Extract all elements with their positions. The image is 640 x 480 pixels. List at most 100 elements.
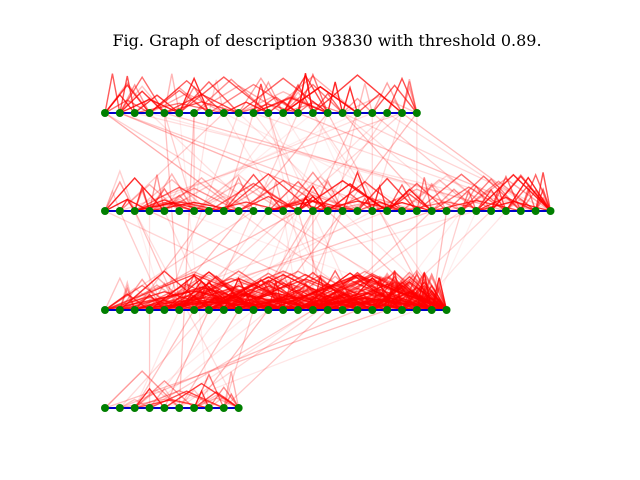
graph-node <box>219 109 228 117</box>
link-edge <box>104 112 269 212</box>
link-edge <box>134 112 536 212</box>
link-edge <box>223 175 255 212</box>
link-edge <box>252 210 314 311</box>
link-edge <box>416 210 507 311</box>
link-edge <box>386 198 403 212</box>
link-edge <box>431 210 448 311</box>
link-edge <box>104 309 388 409</box>
link-edge <box>164 184 254 212</box>
graph-node <box>160 109 169 117</box>
link-edge <box>208 386 240 409</box>
link-edge <box>149 79 225 114</box>
link-edge <box>401 182 462 212</box>
graph-node <box>368 306 377 314</box>
link-edge <box>312 112 373 212</box>
link-edge <box>193 84 284 114</box>
graph-node <box>412 207 421 215</box>
graph-node <box>412 109 421 117</box>
link-edge <box>119 83 151 114</box>
graph-node <box>323 109 332 117</box>
link-edges <box>104 72 552 409</box>
link-edge <box>193 390 240 409</box>
graph-node <box>190 306 199 314</box>
graph-node <box>204 404 213 412</box>
graph-node <box>234 109 243 117</box>
link-edge <box>223 309 255 409</box>
link-edge <box>431 285 448 311</box>
link-edge <box>431 210 477 311</box>
link-edge <box>193 389 210 409</box>
link-edge <box>164 309 418 409</box>
link-edge <box>164 295 299 311</box>
link-edge <box>104 290 225 311</box>
link-edge <box>238 91 329 114</box>
link-edge <box>268 198 343 212</box>
graph-node <box>175 404 184 412</box>
link-edge <box>193 210 373 311</box>
graph-node <box>294 109 303 117</box>
link-edge <box>208 285 329 311</box>
link-edge <box>149 300 284 311</box>
link-edge <box>149 92 225 114</box>
link-edge <box>178 80 240 114</box>
graph-node <box>101 404 109 412</box>
link-edge <box>178 270 299 311</box>
graph-nodes <box>101 109 555 412</box>
link-edge <box>253 96 299 114</box>
link-edge <box>431 297 448 311</box>
link-edge <box>416 182 448 212</box>
link-edge <box>282 86 358 114</box>
link-edge <box>104 210 254 311</box>
link-edge <box>327 180 403 212</box>
link-edge <box>119 112 225 212</box>
link-edge <box>520 173 552 212</box>
link-edge <box>282 175 358 212</box>
graph-node <box>190 404 199 412</box>
link-edge <box>386 99 403 114</box>
link-edge <box>134 210 180 311</box>
link-edge <box>119 112 358 212</box>
link-edge <box>223 173 284 212</box>
link-edge <box>312 275 329 311</box>
link-edge <box>134 379 195 409</box>
link-edge <box>282 210 299 311</box>
link-edge <box>401 84 418 114</box>
link-edge <box>104 198 150 212</box>
link-edge <box>252 112 329 212</box>
link-edge <box>134 178 210 212</box>
link-edge <box>193 182 284 212</box>
link-edge <box>164 282 284 311</box>
link-edge <box>490 174 522 212</box>
link-edge <box>134 112 373 212</box>
link-edge <box>193 112 210 212</box>
link-edge <box>356 83 373 114</box>
link-edge <box>252 80 284 114</box>
link-edge <box>446 196 536 212</box>
graph-node <box>516 207 525 215</box>
link-edge <box>386 76 418 114</box>
link-edge <box>104 370 180 409</box>
link-edge <box>104 84 151 114</box>
graph-node <box>531 207 540 215</box>
link-edge <box>193 174 284 212</box>
link-edge <box>119 183 180 212</box>
graph-node <box>264 207 273 215</box>
graph-node <box>204 306 213 314</box>
link-edge <box>193 394 239 409</box>
link-edge <box>134 309 254 409</box>
graph-node <box>546 207 555 215</box>
link-edge <box>149 210 432 311</box>
link-edge <box>104 99 150 114</box>
link-edge <box>134 186 225 212</box>
link-edge <box>534 172 552 212</box>
graph-node <box>338 109 347 117</box>
graph-node <box>294 306 303 314</box>
link-edge <box>193 112 314 212</box>
link-edge <box>223 112 418 212</box>
graph-node <box>308 109 317 117</box>
link-edge <box>134 210 166 311</box>
link-edge <box>178 309 240 409</box>
graph-node <box>115 306 124 314</box>
link-edge <box>283 293 403 311</box>
link-edge <box>148 172 195 212</box>
